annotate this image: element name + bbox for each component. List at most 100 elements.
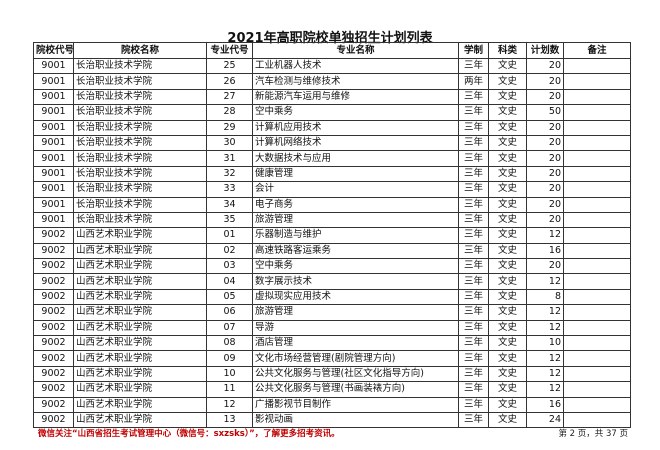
table-cell: 文史 <box>488 196 527 213</box>
table-cell: 文史 <box>488 150 527 167</box>
table-cell: 电子商务 <box>252 196 459 213</box>
table-row: 9002 山西艺术职业学院 08 酒店管理 三年 文史 10 <box>33 335 631 352</box>
table-row: 9002 山西艺术职业学院 13 影视动画 三年 文史 24 <box>33 411 631 429</box>
table-cell: 11 <box>206 381 253 398</box>
table-row: 9001 长治职业技术学院 31 大数据技术与应用 三年 文史 20 <box>33 150 631 167</box>
table-cell: 长治职业技术学院 <box>73 104 207 121</box>
table-cell: 长治职业技术学院 <box>73 88 207 106</box>
table-cell <box>563 196 631 213</box>
table-cell: 山西艺术职业学院 <box>73 350 207 367</box>
table-cell: 高速铁路客运乘务 <box>252 242 459 260</box>
table-cell: 计算机网络技术 <box>252 134 459 152</box>
table-cell: 09 <box>206 350 253 367</box>
table-row: 9001 长治职业技术学院 33 会计 三年 文史 20 <box>33 181 631 198</box>
table-cell: 三年 <box>458 196 489 213</box>
table-cell <box>563 119 631 136</box>
table-cell: 两年 <box>458 73 489 90</box>
table-cell: 三年 <box>458 304 489 321</box>
table-cell: 山西艺术职业学院 <box>73 273 207 290</box>
table-cell: 28 <box>206 104 253 121</box>
table-cell: 三年 <box>458 57 489 75</box>
table-cell: 山西艺术职业学院 <box>73 411 207 429</box>
table-cell: 50 <box>526 104 564 121</box>
table-cell: 20 <box>526 258 564 275</box>
table-cell: 文史 <box>488 411 527 429</box>
table-cell: 16 <box>526 242 564 260</box>
table-cell: 文史 <box>488 88 527 106</box>
table-cell <box>563 319 631 337</box>
table-cell <box>563 181 631 198</box>
table-cell: 33 <box>206 181 253 198</box>
table-cell: 三年 <box>458 134 489 152</box>
table-row: 9002 山西艺术职业学院 01 乐器制造与维护 三年 文史 12 <box>33 227 631 244</box>
table-cell: 12 <box>526 227 564 244</box>
column-header: 专业代号 <box>206 42 253 59</box>
table-cell: 山西艺术职业学院 <box>73 304 207 321</box>
table-cell <box>563 150 631 167</box>
table-cell: 公共文化服务与管理(社区文化指导方向) <box>252 365 459 383</box>
table-cell <box>563 335 631 352</box>
table-cell: 9002 <box>33 396 74 413</box>
table-cell: 文史 <box>488 258 527 275</box>
table-cell: 9002 <box>33 242 74 260</box>
table-cell: 三年 <box>458 350 489 367</box>
table-cell: 9002 <box>33 381 74 398</box>
table-cell <box>563 211 631 229</box>
table-cell: 9001 <box>33 88 74 106</box>
table-cell: 文史 <box>488 57 527 75</box>
table-cell: 20 <box>526 196 564 213</box>
table-cell: 三年 <box>458 258 489 275</box>
table-cell: 三年 <box>458 319 489 337</box>
table-cell: 数字展示技术 <box>252 273 459 290</box>
table-cell: 29 <box>206 119 253 136</box>
table-cell: 文史 <box>488 350 527 367</box>
table-cell <box>563 104 631 121</box>
table-cell: 9001 <box>33 104 74 121</box>
table-cell: 酒店管理 <box>252 335 459 352</box>
table-cell: 健康管理 <box>252 165 459 183</box>
table-cell: 32 <box>206 165 253 183</box>
table-cell: 长治职业技术学院 <box>73 181 207 198</box>
column-header: 计划数 <box>526 42 564 59</box>
table-row: 9001 长治职业技术学院 32 健康管理 三年 文史 20 <box>33 165 631 183</box>
table-cell <box>563 273 631 290</box>
table-cell: 长治职业技术学院 <box>73 165 207 183</box>
table-cell: 07 <box>206 319 253 337</box>
table-cell: 9001 <box>33 181 74 198</box>
table-cell: 9002 <box>33 319 74 337</box>
table-cell: 9002 <box>33 365 74 383</box>
table-cell: 9001 <box>33 119 74 136</box>
table-cell <box>563 258 631 275</box>
table-cell: 大数据技术与应用 <box>252 150 459 167</box>
table-cell: 03 <box>206 258 253 275</box>
table-cell: 文史 <box>488 227 527 244</box>
enrollment-plan-table: 院校代号 院校名称 专业代号 专业名称 学制 科类 计划数 备注 9001 长治职业技术学院 25… <box>33 42 631 429</box>
table-cell: 01 <box>206 227 253 244</box>
table-cell: 26 <box>206 73 253 90</box>
table-cell: 公共文化服务与管理(书画装裱方向) <box>252 381 459 398</box>
table-cell <box>563 288 631 306</box>
table-cell: 05 <box>206 288 253 306</box>
table-row: 9001 长治职业技术学院 25 工业机器人技术 三年 文史 20 <box>33 57 631 75</box>
table-cell: 三年 <box>458 211 489 229</box>
table-row: 9001 长治职业技术学院 28 空中乘务 三年 文史 50 <box>33 104 631 121</box>
table-cell: 三年 <box>458 150 489 167</box>
table-cell: 9002 <box>33 227 74 244</box>
table-cell: 汽车检测与维修技术 <box>252 73 459 90</box>
table-cell: 三年 <box>458 396 489 413</box>
table-cell: 20 <box>526 150 564 167</box>
table-cell: 山西艺术职业学院 <box>73 335 207 352</box>
table-cell: 山西艺术职业学院 <box>73 242 207 260</box>
table-cell: 三年 <box>458 288 489 306</box>
table-cell: 三年 <box>458 381 489 398</box>
table-cell: 04 <box>206 273 253 290</box>
table-cell: 24 <box>526 411 564 429</box>
table-row: 9002 山西艺术职业学院 03 空中乘务 三年 文史 20 <box>33 258 631 275</box>
table-cell: 16 <box>526 396 564 413</box>
table-cell: 06 <box>206 304 253 321</box>
table-cell: 长治职业技术学院 <box>73 134 207 152</box>
table-cell: 山西艺术职业学院 <box>73 319 207 337</box>
table-row: 9002 山西艺术职业学院 04 数字展示技术 三年 文史 12 <box>33 273 631 290</box>
table-row: 9001 长治职业技术学院 34 电子商务 三年 文史 20 <box>33 196 631 213</box>
table-cell: 9001 <box>33 150 74 167</box>
